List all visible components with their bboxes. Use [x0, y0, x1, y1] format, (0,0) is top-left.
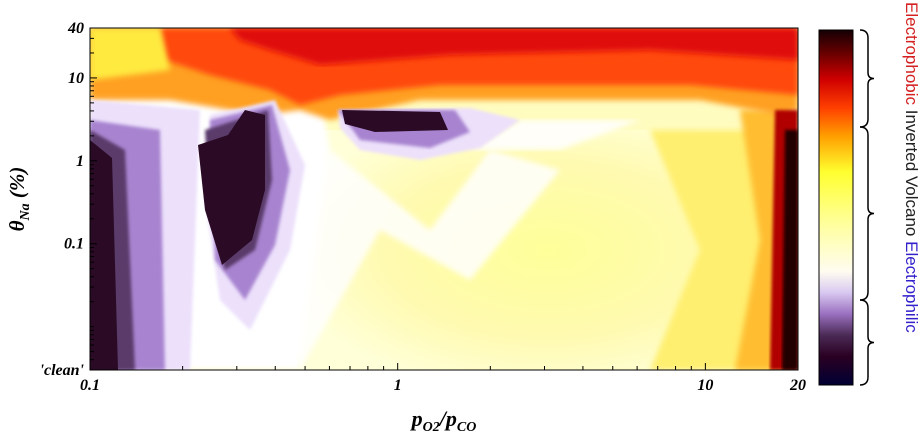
- x-axis-title-main: p: [410, 406, 423, 431]
- colorbar: [818, 29, 854, 386]
- left-electrophilic-core: [90, 140, 118, 370]
- y-axis-title-sub: Na: [18, 203, 33, 221]
- y-tick-label: 40: [67, 20, 84, 37]
- region-bracket: [859, 299, 875, 386]
- y-axis-title-suffix: (%): [5, 167, 29, 204]
- region-label-inverted-volcano: Inverted Volcano: [902, 105, 919, 236]
- top-deep-red-band: [230, 28, 798, 65]
- region-brackets: [859, 29, 875, 386]
- plot-frame: [89, 27, 799, 371]
- x-axis-title-sub2: CO: [457, 420, 476, 435]
- y-axis-title-main: θ: [5, 220, 29, 231]
- region-bracket: [859, 126, 875, 301]
- right-black-strip: [782, 130, 798, 370]
- x-tick-label: 20: [789, 377, 806, 394]
- white-streak-mid: [280, 150, 560, 370]
- top-left-yellow: [90, 28, 170, 80]
- region-labels-text: Electrophobic Inverted Volcano Electroph…: [902, 2, 919, 333]
- x-axis: 0.1 1 10 20: [80, 363, 806, 394]
- x-tick-label: 1: [394, 377, 402, 394]
- white-streak-right: [470, 120, 640, 150]
- center-electrophilic-core: [342, 110, 448, 132]
- x-axis-title: pO2/pCO: [410, 406, 477, 435]
- region-label-electrophobic: Electrophobic: [902, 2, 919, 106]
- x-tick-label: 0.1: [80, 377, 100, 394]
- y-axis-title: θNa (%): [5, 167, 33, 232]
- y-tick-label: 'clean': [40, 362, 85, 379]
- middle-electrophilic-core: [198, 110, 265, 265]
- y-tick-label: 1: [76, 153, 84, 170]
- y-axis: 'clean' 0.1 1 10 40: [40, 20, 97, 379]
- region-labels: Electrophobic Inverted Volcano Electroph…: [902, 2, 919, 333]
- y-tick-label: 0.1: [64, 236, 84, 253]
- region-bracket: [859, 29, 875, 128]
- x-axis-title-sep: /p: [438, 406, 457, 431]
- x-axis-title-sub1: O2: [423, 420, 440, 435]
- region-label-electrophilic: Electrophilic: [902, 236, 919, 333]
- heatmap-field: [90, 28, 798, 370]
- x-tick-label: 10: [697, 377, 713, 394]
- right-yellow-band: [650, 130, 775, 370]
- y-tick-label: 10: [68, 70, 84, 87]
